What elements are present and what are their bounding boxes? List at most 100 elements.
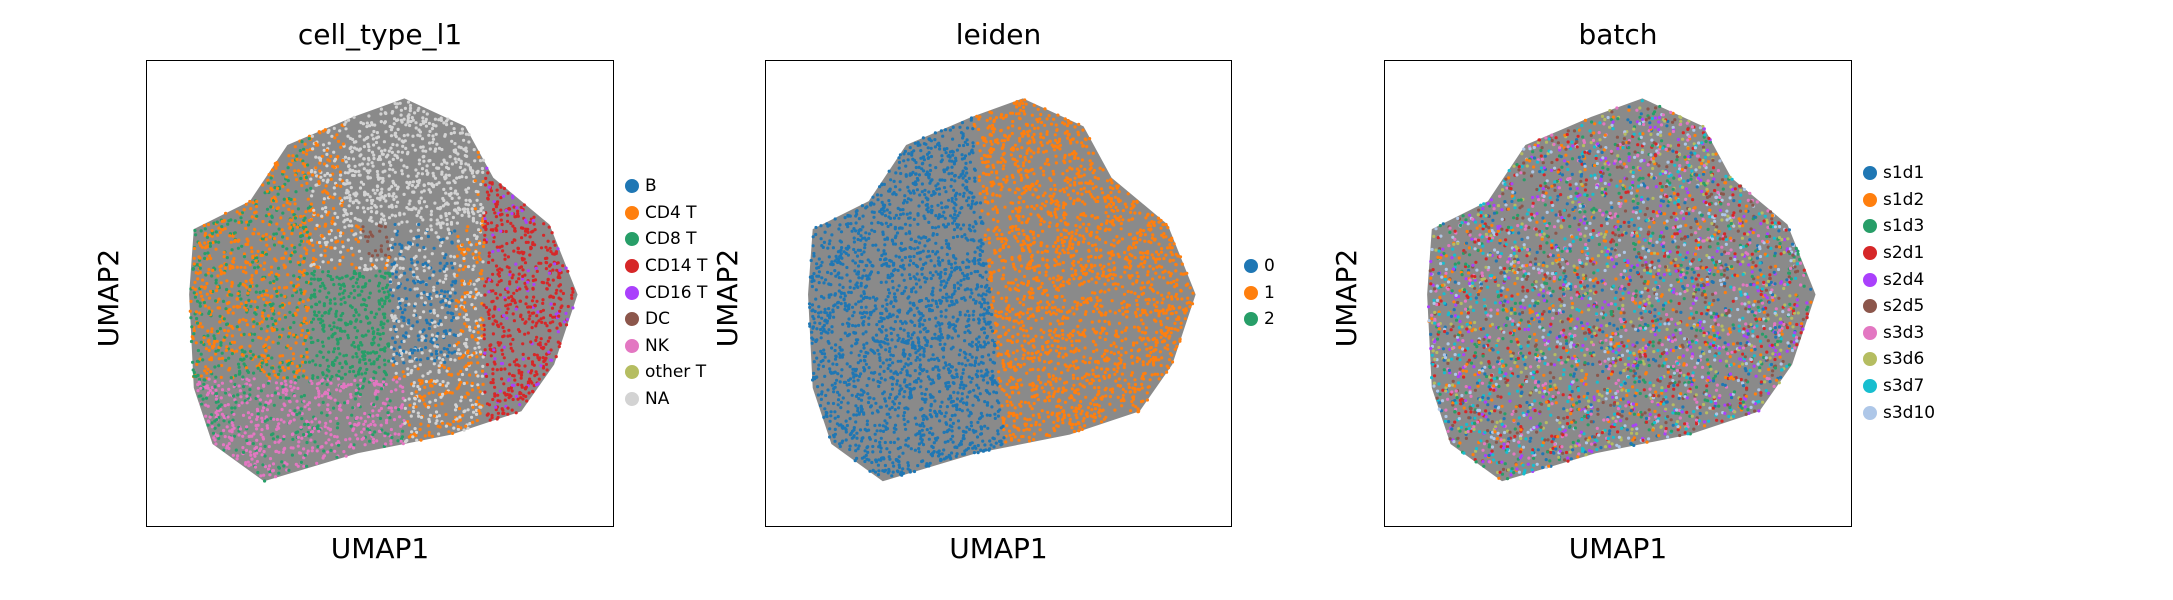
cell-point [455, 417, 459, 421]
cell-point [275, 328, 279, 332]
cell-point [430, 357, 434, 361]
cell-point [256, 470, 260, 475]
legend-marker-icon [625, 205, 639, 220]
cell-point [249, 219, 253, 223]
cell-point [218, 320, 222, 324]
cell-point [395, 263, 399, 267]
cell-point [402, 419, 406, 423]
cell-point [312, 262, 316, 266]
cell-point [202, 382, 206, 386]
cell-point [279, 241, 283, 245]
cell-point [257, 355, 261, 359]
cell-point [921, 421, 925, 425]
cell-point [536, 356, 540, 360]
cell-point [417, 338, 421, 342]
cell-point [1059, 219, 1063, 223]
cell-point [389, 163, 393, 167]
cell-point [394, 388, 398, 392]
cell-point [404, 146, 408, 150]
cell-point [224, 348, 228, 352]
cell-point [282, 420, 286, 424]
cell-point [526, 230, 530, 234]
cell-point [446, 167, 451, 171]
cell-point [309, 336, 313, 340]
scatter-plot-area[interactable] [765, 60, 1232, 527]
cell-point [917, 442, 921, 446]
cell-point [383, 225, 387, 229]
cell-point [1036, 378, 1041, 382]
cell-point [403, 308, 407, 312]
cell-point [388, 416, 392, 420]
cell-point [389, 134, 394, 138]
cell-point [207, 296, 212, 300]
cell-point [420, 167, 425, 171]
cell-point [366, 424, 371, 428]
cell-point [383, 120, 387, 124]
cell-point [333, 211, 337, 215]
cell-point [442, 267, 446, 271]
cell-point [353, 422, 357, 427]
cell-point [283, 379, 287, 383]
cell-point [417, 399, 422, 403]
cell-point [287, 301, 291, 305]
cell-point [377, 409, 381, 413]
cell-point [222, 419, 226, 423]
cell-point [557, 345, 561, 349]
cell-point [503, 253, 507, 257]
cell-point [237, 365, 241, 369]
cell-point [259, 327, 263, 331]
cell-point [367, 380, 371, 384]
cell-point [265, 189, 269, 193]
cell-point [230, 248, 234, 252]
cell-point [832, 390, 836, 394]
cell-point [219, 281, 223, 285]
cell-point [293, 145, 297, 149]
cell-point [362, 436, 366, 440]
cell-point [271, 462, 276, 466]
cell-point [394, 270, 398, 274]
cell-point [277, 471, 281, 475]
cell-point [404, 331, 408, 335]
cell-point [977, 362, 981, 366]
cell-point [281, 385, 285, 389]
scatter-plot-area[interactable] [146, 60, 614, 527]
cell-point [324, 421, 328, 425]
cell-point [232, 231, 236, 235]
cell-point [374, 140, 379, 145]
cell-point [404, 350, 408, 354]
cell-point [390, 269, 394, 273]
cell-point [317, 310, 321, 314]
cell-point [459, 162, 463, 166]
cell-point [393, 222, 397, 227]
cell-point [288, 218, 292, 222]
cell-point [931, 298, 935, 302]
cell-point [282, 203, 286, 208]
cell-point [249, 349, 253, 353]
cell-point [229, 251, 233, 255]
cell-point [253, 447, 257, 451]
cell-point [1056, 362, 1060, 366]
cell-point [449, 373, 454, 377]
cell-point [227, 435, 231, 439]
cell-point [261, 219, 265, 224]
cell-point [453, 191, 457, 195]
cell-point [887, 199, 891, 203]
cell-point [440, 221, 444, 225]
cell-point [253, 454, 257, 458]
cell-point [338, 259, 342, 263]
cell-point [415, 243, 419, 247]
cell-point [464, 424, 468, 428]
cell-point [299, 425, 303, 429]
cell-point [362, 427, 366, 431]
cell-point [232, 434, 236, 438]
cell-point [1007, 245, 1011, 249]
cell-point [444, 332, 448, 336]
cell-point [408, 351, 412, 356]
cell-point [343, 360, 348, 364]
cell-point [287, 162, 292, 166]
cell-point [382, 315, 387, 319]
cell-point [199, 374, 203, 378]
cell-point [494, 215, 498, 219]
cell-point [359, 236, 363, 240]
cell-point [897, 160, 902, 164]
